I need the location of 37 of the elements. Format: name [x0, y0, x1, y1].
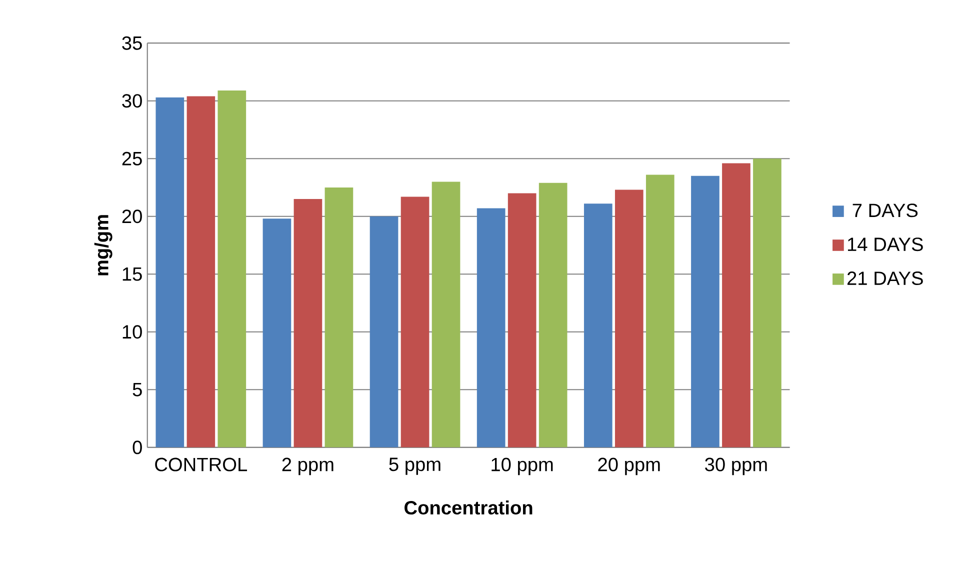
bar [584, 204, 612, 448]
y-tick-label: 5 [132, 382, 142, 396]
bar [646, 174, 674, 448]
bar [294, 199, 322, 448]
y-axis-title: mg/gm [94, 215, 112, 276]
bar [691, 176, 720, 448]
x-axis-title: Concentration [404, 500, 532, 515]
bar [508, 193, 536, 448]
bar [262, 218, 292, 448]
y-tick-label: 20 [122, 210, 142, 224]
y-tick-label: 10 [122, 325, 142, 339]
x-tick-label: 5 ppm [389, 458, 440, 475]
bar [156, 97, 184, 448]
bar [476, 208, 506, 448]
bar [432, 182, 460, 448]
x-tick-label: 2 ppm [282, 458, 334, 476]
bar [370, 216, 398, 448]
bar [186, 96, 216, 448]
legend-label: 21 DAYS [847, 272, 923, 286]
x-tick-label: 30 ppm [705, 458, 767, 476]
x-tick-label: 20 ppm [598, 458, 660, 476]
y-tick-label: 35 [122, 36, 142, 50]
bar [722, 163, 750, 448]
y-tick-label: 25 [122, 152, 142, 166]
legend-label: 7 DAYS [852, 204, 918, 218]
bar [218, 90, 246, 448]
x-tick-label: 10 ppm [492, 458, 553, 476]
y-tick-label: 0 [132, 440, 142, 454]
legend-label: 14 DAYS [848, 238, 923, 252]
bar [400, 196, 430, 448]
x-tick-label: CONTROL [155, 458, 248, 472]
bar [753, 158, 782, 448]
bar [324, 188, 354, 448]
bar [614, 190, 644, 448]
bar [538, 182, 568, 448]
y-tick-label: 30 [122, 94, 142, 108]
y-tick-label: 15 [122, 267, 142, 281]
